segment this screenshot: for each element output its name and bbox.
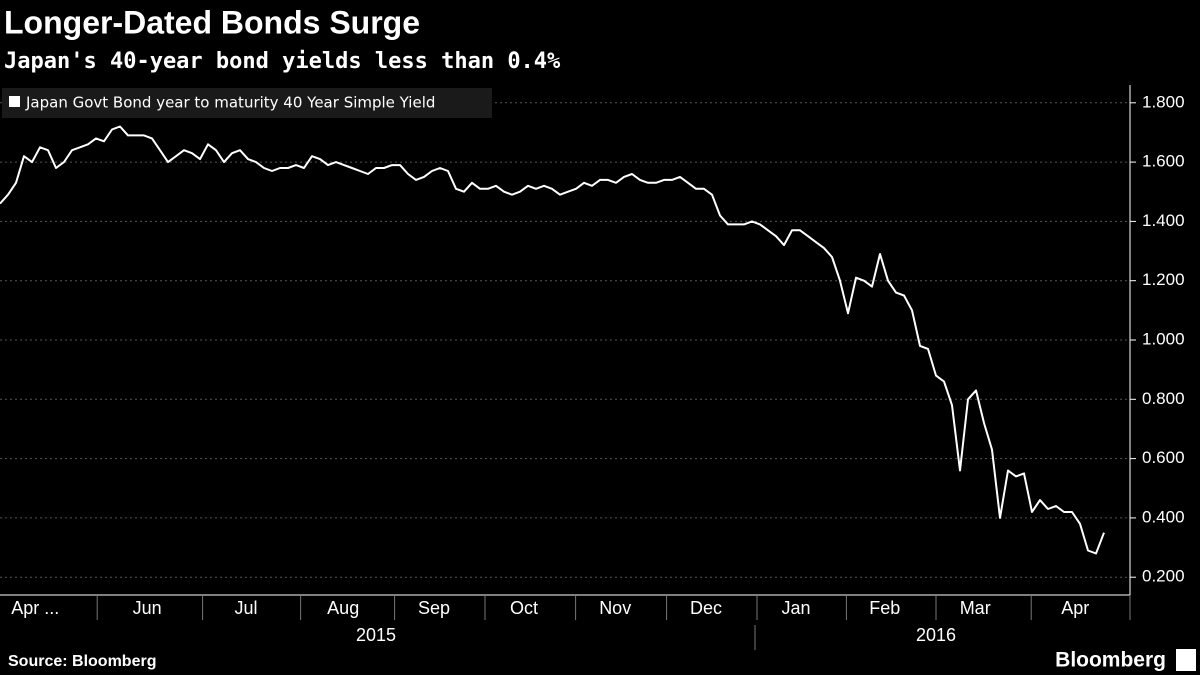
x-tick-label: Aug	[327, 598, 359, 618]
x-tick-label: Mar	[960, 598, 991, 618]
brand: Bloomberg	[1055, 649, 1166, 672]
year-label: 2015	[356, 625, 396, 645]
y-tick-label: 0.600	[1142, 448, 1185, 467]
x-tick-label: Jul	[234, 598, 257, 618]
y-tick-label: 0.400	[1142, 507, 1185, 526]
x-tick-label: Jun	[133, 598, 162, 618]
x-tick-label: Nov	[599, 598, 631, 618]
x-tick-label: Apr ...	[11, 598, 59, 618]
series-line	[0, 125, 1105, 555]
y-tick-label: 1.200	[1142, 270, 1185, 289]
x-tick-label: Jan	[781, 598, 810, 618]
x-tick-label: Apr	[1061, 598, 1089, 618]
source: Source: Bloomberg	[8, 653, 156, 670]
chart-title: Longer-Dated Bonds Surge	[4, 4, 420, 40]
y-tick-label: 0.800	[1142, 389, 1185, 408]
y-tick-label: 1.800	[1142, 92, 1185, 111]
legend-box	[2, 88, 492, 118]
legend-label: Japan Govt Bond year to maturity 40 Year…	[25, 94, 435, 112]
brand-icon	[1176, 649, 1196, 671]
x-tick-label: Sep	[418, 598, 450, 618]
legend-swatch	[9, 96, 20, 107]
x-tick-label: Oct	[510, 598, 538, 618]
y-tick-label: 1.600	[1142, 152, 1185, 171]
x-tick-label: Dec	[690, 598, 722, 618]
year-label: 2016	[916, 625, 956, 645]
y-tick-label: 1.400	[1142, 211, 1185, 230]
y-tick-label: 1.000	[1142, 329, 1185, 348]
chart-subtitle: Japan's 40-year bond yields less than 0.…	[4, 49, 561, 74]
y-tick-label: 0.200	[1142, 567, 1185, 586]
x-tick-label: Feb	[869, 598, 900, 618]
